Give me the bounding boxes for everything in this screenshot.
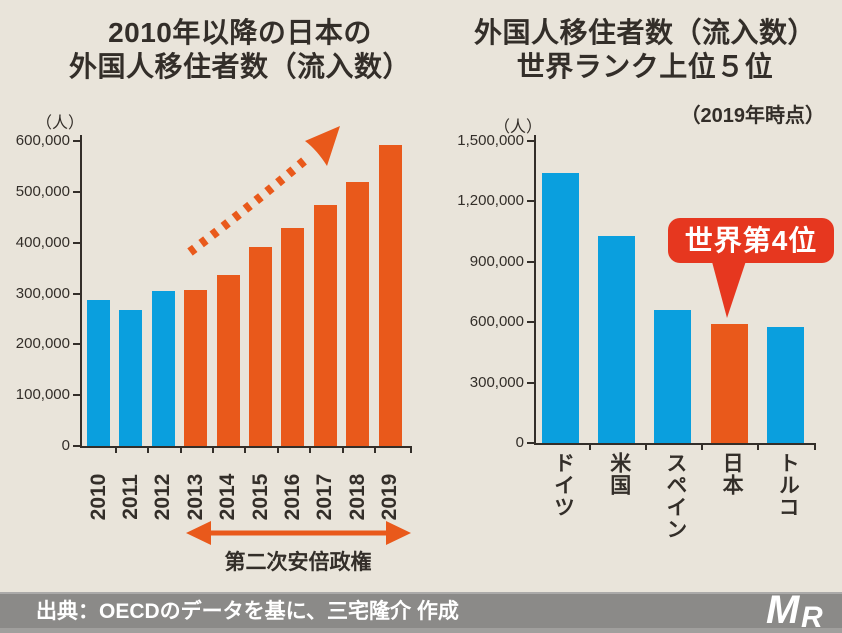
category-label-スペイン: スペイン [660,452,690,540]
y-tick-label: 300,000 [436,373,524,393]
y-tick-mark [527,140,534,142]
y-axis-line [534,135,536,445]
svg-text:M: M [766,589,801,631]
y-tick-mark [527,200,534,202]
right-bar-chart: 0 300,000 600,000 900,000 1,200,000 1,500,000… [0,0,842,633]
y-tick-label: 900,000 [436,252,524,272]
y-tick-mark [527,261,534,263]
rank-callout-badge: 世界第4位 [668,218,834,263]
bar-ドイツ [542,173,579,443]
category-label-日本: 日本 [716,452,746,496]
y-tick-mark [527,442,534,444]
source-text: 出典：OECDのデータを基に、三宅隆介 作成 [36,592,459,633]
y-tick-label: 600,000 [436,312,524,332]
category-label-米国: 米国 [604,452,634,496]
y-tick-mark [527,321,534,323]
y-tick-mark [527,382,534,384]
category-label-トルコ: トルコ [772,452,802,518]
source-footer: 出典：OECDのデータを基に、三宅隆介 作成 [0,592,842,633]
svg-text:R: R [801,601,823,631]
x-tick-mark [645,445,647,450]
x-tick-mark [589,445,591,450]
bar-トルコ [767,327,804,443]
infographic-canvas: 2010年以降の日本の 外国人移住者数（流入数） 外国人移住者数（流入数） 世界… [0,0,842,633]
x-tick-mark [814,445,816,450]
x-tick-mark [757,445,759,450]
x-axis-line [534,443,816,445]
bar-日本 [711,324,748,443]
y-tick-label: 1,500,000 [436,131,524,151]
bar-スペイン [654,310,691,443]
x-tick-mark [701,445,703,450]
mr-logo: M R [766,589,838,631]
y-tick-label: 0 [436,433,524,453]
category-label-ドイツ: ドイツ [548,452,578,518]
bar-米国 [598,236,635,443]
era-label: 第二次安倍政権 [200,546,396,576]
y-tick-label: 1,200,000 [436,191,524,211]
